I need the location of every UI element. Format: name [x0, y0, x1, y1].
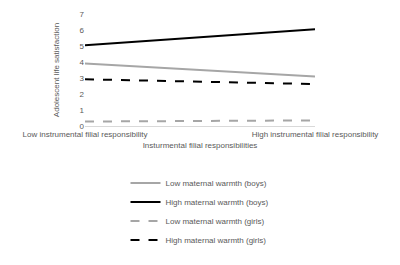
svg-text:Low instrumental filial respon: Low instrumental filial responsibility — [23, 130, 148, 139]
svg-text:High maternal warmth (boys): High maternal warmth (boys) — [166, 198, 269, 207]
svg-text:High maternal warmth (girls): High maternal warmth (girls) — [166, 236, 267, 245]
svg-text:4: 4 — [80, 58, 85, 67]
svg-text:3: 3 — [80, 74, 85, 83]
svg-text:2: 2 — [80, 90, 85, 99]
svg-text:5: 5 — [80, 42, 85, 51]
svg-text:0: 0 — [80, 122, 85, 131]
svg-text:Low maternal warmth (boys): Low maternal warmth (boys) — [166, 179, 267, 188]
svg-text:7: 7 — [80, 10, 85, 19]
svg-text:Insturmental filial responsibi: Insturmental filial responsibilities — [143, 141, 258, 150]
svg-text:High instrumental filial respo: High instrumental filial responsibility — [252, 130, 379, 139]
svg-text:1: 1 — [80, 106, 85, 115]
svg-text:Adolescent life satisfaction: Adolescent life satisfaction — [52, 23, 61, 117]
svg-text:Low maternal warmth (girls): Low maternal warmth (girls) — [166, 217, 265, 226]
svg-text:6: 6 — [80, 26, 85, 35]
